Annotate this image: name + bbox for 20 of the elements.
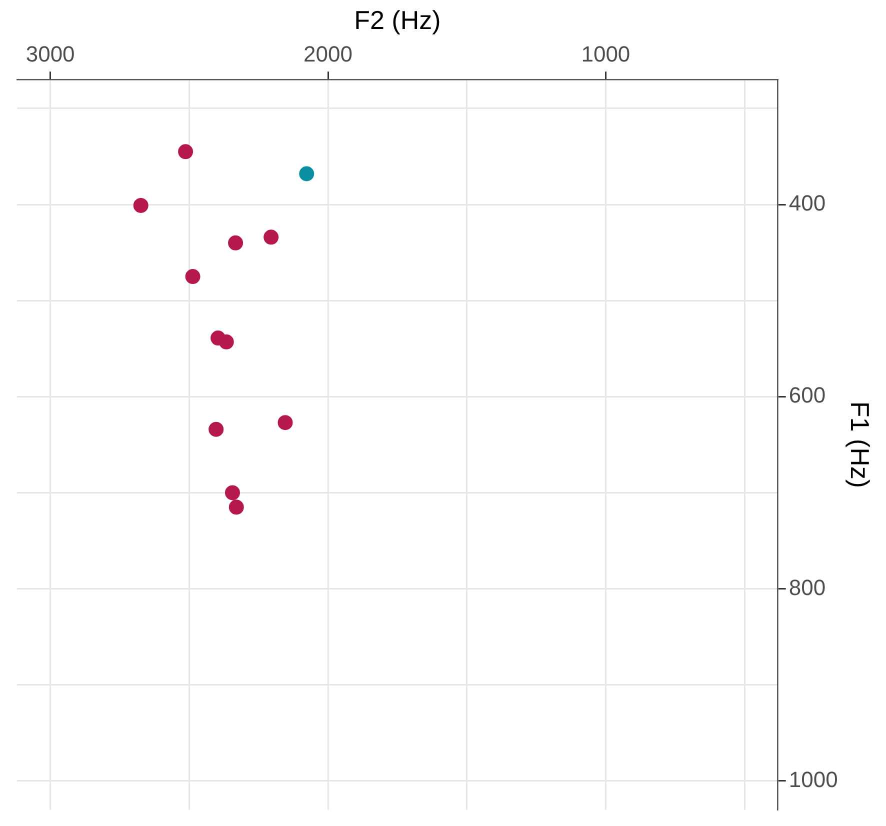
point bbox=[299, 166, 314, 182]
point bbox=[228, 500, 244, 515]
x-tick-label: 2000 bbox=[304, 41, 352, 66]
point bbox=[133, 198, 148, 213]
point bbox=[178, 144, 194, 160]
y-tick-label: 1000 bbox=[788, 767, 838, 792]
point bbox=[278, 415, 293, 430]
y-tick-label: 600 bbox=[788, 382, 826, 408]
point bbox=[224, 485, 240, 500]
x-tick-label: 1000 bbox=[581, 41, 630, 66]
point bbox=[228, 235, 244, 250]
point bbox=[264, 230, 279, 245]
point bbox=[208, 422, 224, 437]
point bbox=[185, 269, 200, 284]
point bbox=[218, 334, 234, 350]
y-tick-label: 800 bbox=[788, 574, 826, 600]
x-axis-title: F2 (Hz) bbox=[354, 4, 441, 35]
y-tick-label: 400 bbox=[788, 190, 826, 216]
y-axis-title: F1 (Hz) bbox=[845, 401, 876, 488]
x-tick-label: 3000 bbox=[26, 41, 75, 66]
